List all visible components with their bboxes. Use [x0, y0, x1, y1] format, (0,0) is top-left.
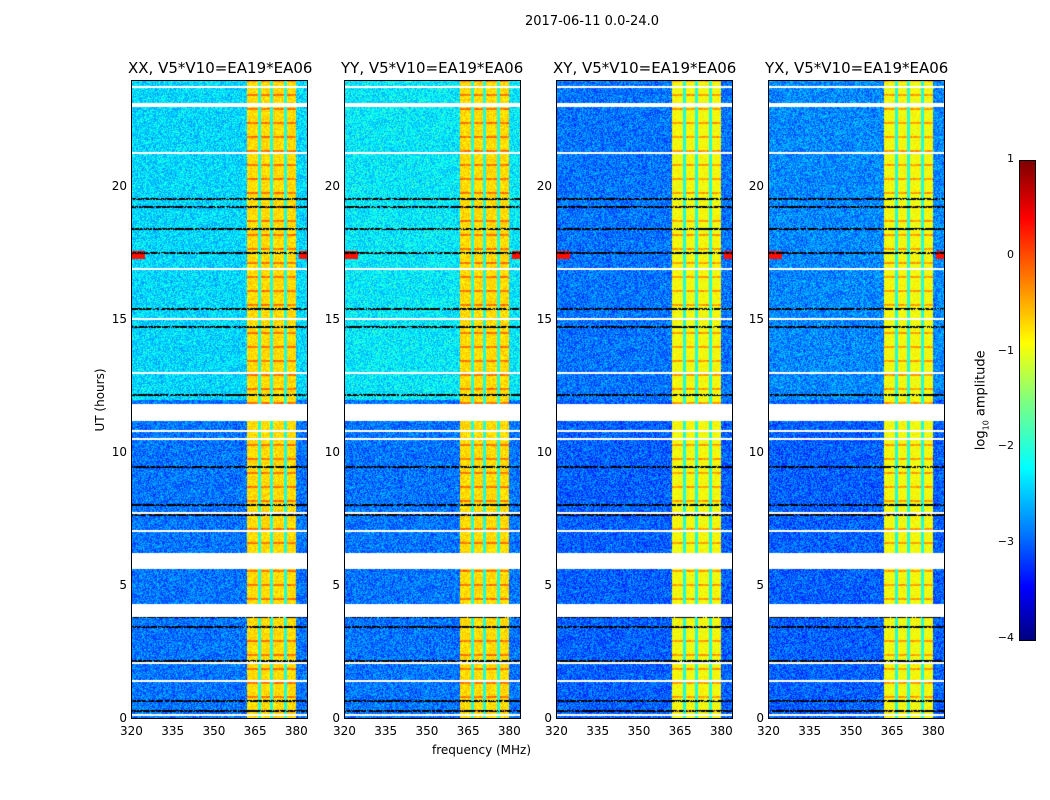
x-tick-label: 350 [415, 724, 439, 738]
y-tick-label: 15 [111, 311, 127, 326]
heatmap-image [768, 80, 945, 719]
x-tick-label: 380 [709, 724, 733, 738]
panel-title: XY, V5*V10=EA19*EA06 [553, 59, 737, 77]
y-tick-label: 5 [756, 577, 764, 592]
colorbar-label: log10 amplitude [973, 350, 991, 451]
spectrogram-panel-1 [344, 80, 521, 719]
axes-frame [344, 80, 521, 719]
colorbar-tick-label: 1 [1007, 152, 1014, 165]
y-tick-label: 0 [332, 711, 340, 725]
y-tick-label: 10 [111, 444, 127, 459]
heatmap-image [131, 80, 308, 719]
x-tick-label: 350 [627, 724, 651, 738]
y-tick-label: 15 [536, 311, 552, 326]
heatmap-image [556, 80, 733, 719]
y-tick-label: 15 [748, 311, 764, 326]
x-tick-label: 320 [333, 724, 356, 738]
x-tick-label: 320 [545, 724, 568, 738]
x-tick-label: 380 [921, 724, 945, 738]
colorbar-tick-label: −3 [997, 535, 1014, 549]
panel-title: XX, V5*V10=EA19*EA06 [128, 59, 313, 77]
colorbar-tick-label: −1 [997, 343, 1014, 357]
panel-title: YY, V5*V10=EA19*EA06 [341, 59, 524, 77]
x-tick-label: 365 [668, 724, 692, 738]
spectrogram-panel-3 [768, 80, 945, 719]
y-tick-label: 20 [324, 178, 340, 193]
x-tick-label: 365 [456, 724, 480, 738]
y-tick-label: 15 [324, 311, 340, 326]
axes-frame [768, 80, 945, 719]
x-tick-label: 335 [798, 724, 822, 738]
y-tick-label: 10 [324, 444, 340, 459]
spectrogram-panel-0 [131, 80, 308, 719]
y-tick-label: 0 [119, 711, 127, 725]
y-tick-label: 10 [536, 444, 552, 459]
x-tick-label: 320 [120, 724, 143, 738]
x-tick-label: 335 [161, 724, 185, 738]
panel-title: YX, V5*V10=EA19*EA06 [765, 59, 949, 77]
x-tick-label: 380 [284, 724, 308, 738]
y-tick-label: 5 [119, 577, 127, 592]
x-tick-label: 335 [586, 724, 610, 738]
spectrogram-panel-2 [556, 80, 733, 719]
heatmap-image [344, 80, 521, 719]
axes-frame [556, 80, 733, 719]
y-tick-label: 20 [748, 178, 764, 193]
colorbar [1019, 160, 1036, 641]
y-tick-label: 20 [111, 178, 127, 193]
y-tick-label: 5 [544, 577, 552, 592]
colorbar-tick-label: 0 [1007, 247, 1014, 261]
x-tick-label: 365 [243, 724, 267, 738]
y-tick-label: 20 [536, 178, 552, 193]
colorbar-tick-label: −4 [997, 631, 1014, 644]
x-tick-label: 350 [202, 724, 226, 738]
x-tick-label: 320 [757, 724, 780, 738]
y-tick-label: 0 [544, 711, 552, 725]
axes-frame [131, 80, 308, 719]
x-tick-label: 350 [839, 724, 863, 738]
x-tick-label: 335 [374, 724, 398, 738]
x-tick-label: 365 [880, 724, 904, 738]
y-tick-label: 0 [756, 711, 764, 725]
colorbar-tick-label: −2 [997, 439, 1014, 453]
y-axis-label: UT (hours) [93, 368, 107, 432]
x-axis-label: frequency (MHz) [432, 743, 532, 757]
x-tick-label: 380 [497, 724, 521, 738]
figure-title: 2017-06-11 0.0-24.0 [525, 14, 659, 29]
y-tick-label: 5 [332, 577, 340, 592]
y-tick-label: 10 [748, 444, 764, 459]
